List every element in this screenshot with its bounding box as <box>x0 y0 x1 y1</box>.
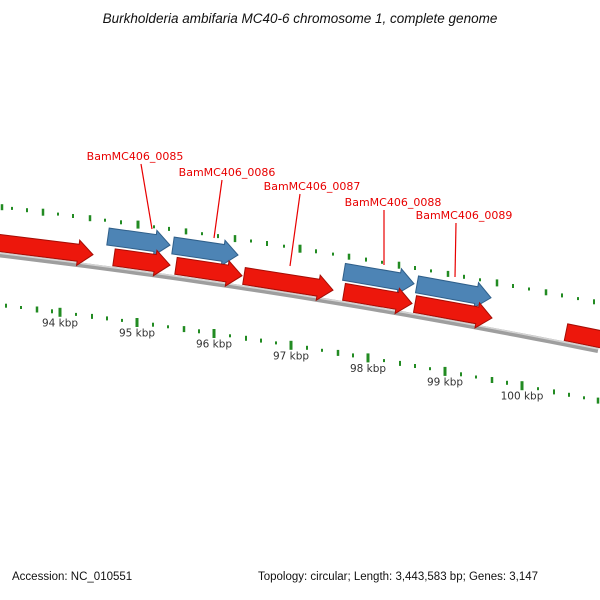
gene-label[interactable]: BamMC406_0085 <box>87 150 184 163</box>
gene-label[interactable]: BamMC406_0088 <box>345 196 442 209</box>
chromosome-backbone-highlight <box>0 252 599 350</box>
gene-callout-line <box>213 179 223 239</box>
scale-label: 99 kbp <box>427 376 463 388</box>
gene-arrow[interactable] <box>112 248 171 277</box>
gene-arrow[interactable] <box>242 267 334 302</box>
genome-summary-text: Topology: circular; Length: 3,443,583 bp… <box>258 571 539 583</box>
scale-label: 100 kbp <box>501 391 544 403</box>
gene-callout-line <box>289 193 301 267</box>
page-title: Burkholderia ambifaria MC40-6 chromosome… <box>102 11 498 26</box>
gene-callout-line <box>454 222 457 278</box>
scale-label: 96 kbp <box>196 339 232 351</box>
gene-arrow[interactable] <box>414 275 492 309</box>
gene-arrow[interactable] <box>563 323 600 357</box>
gene-arrow[interactable] <box>0 233 94 267</box>
gene-label[interactable]: BamMC406_0086 <box>179 166 276 179</box>
gene-label[interactable]: BamMC406_0087 <box>264 180 361 193</box>
gene-label[interactable]: BamMC406_0089 <box>416 209 513 222</box>
gene-arrow[interactable] <box>412 295 493 329</box>
gene-arrow[interactable] <box>174 256 243 288</box>
scale-label: 95 kbp <box>119 328 155 340</box>
accession-text: Accession: NC_010551 <box>12 571 133 583</box>
status-bar: Accession: NC_010551 Topology: circular;… <box>0 571 600 591</box>
gene-arrow[interactable] <box>171 236 239 267</box>
gene-callout-line <box>140 163 153 230</box>
gene-arrow[interactable] <box>342 262 415 295</box>
scale-label: 97 kbp <box>273 350 309 362</box>
gene-arrow[interactable] <box>342 282 413 315</box>
gene-arrow[interactable] <box>106 227 171 257</box>
scale-label: 98 kbp <box>350 363 386 375</box>
chromosome-backbone <box>0 252 599 354</box>
scale-label: 94 kbp <box>42 317 78 329</box>
